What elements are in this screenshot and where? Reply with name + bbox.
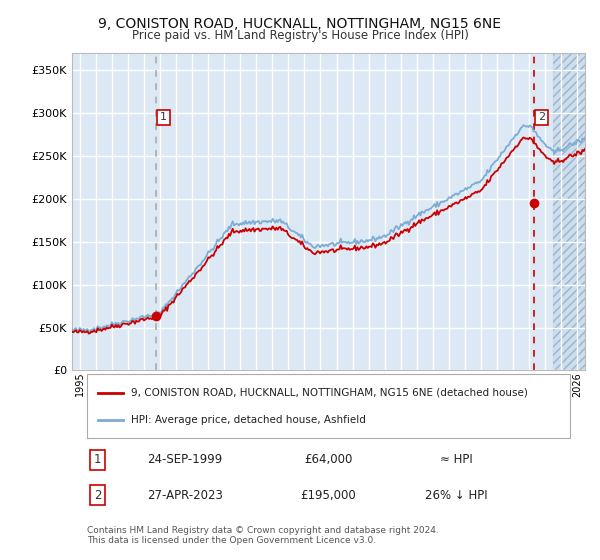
Text: 24-SEP-1999: 24-SEP-1999 — [147, 453, 223, 466]
Text: ≈ HPI: ≈ HPI — [440, 453, 473, 466]
Text: £195,000: £195,000 — [301, 489, 356, 502]
Text: 26% ↓ HPI: 26% ↓ HPI — [425, 489, 488, 502]
Text: 1: 1 — [94, 453, 101, 466]
Text: £64,000: £64,000 — [304, 453, 353, 466]
Text: 9, CONISTON ROAD, HUCKNALL, NOTTINGHAM, NG15 6NE (detached house): 9, CONISTON ROAD, HUCKNALL, NOTTINGHAM, … — [131, 388, 528, 398]
Text: 2: 2 — [538, 113, 545, 123]
Text: Price paid vs. HM Land Registry's House Price Index (HPI): Price paid vs. HM Land Registry's House … — [131, 29, 469, 42]
Text: 9, CONISTON ROAD, HUCKNALL, NOTTINGHAM, NG15 6NE: 9, CONISTON ROAD, HUCKNALL, NOTTINGHAM, … — [98, 17, 502, 31]
FancyBboxPatch shape — [88, 374, 569, 438]
Text: 1: 1 — [160, 113, 167, 123]
Bar — [553, 53, 585, 370]
Bar — [553, 53, 585, 370]
Text: 2: 2 — [94, 489, 101, 502]
Text: Contains HM Land Registry data © Crown copyright and database right 2024.
This d: Contains HM Land Registry data © Crown c… — [88, 526, 439, 545]
Text: 27-APR-2023: 27-APR-2023 — [147, 489, 223, 502]
Text: HPI: Average price, detached house, Ashfield: HPI: Average price, detached house, Ashf… — [131, 416, 366, 426]
